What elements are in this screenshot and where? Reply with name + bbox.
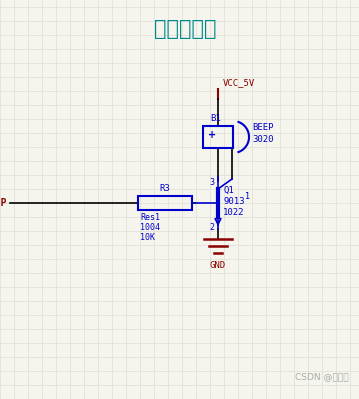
Text: GND: GND <box>210 261 226 270</box>
Text: B1: B1 <box>211 114 222 123</box>
Text: BEEP: BEEP <box>252 123 274 132</box>
Text: 1: 1 <box>244 192 250 201</box>
Bar <box>203 126 233 148</box>
Text: Q1: Q1 <box>223 186 234 195</box>
Text: 9013: 9013 <box>223 197 244 206</box>
Text: 2: 2 <box>209 223 214 232</box>
Text: 蜂鸣器模块: 蜂鸣器模块 <box>154 19 216 39</box>
Text: +: + <box>208 130 216 140</box>
Text: BEEP: BEEP <box>0 198 7 208</box>
Text: Res1: Res1 <box>140 213 160 222</box>
Text: 1004: 1004 <box>140 223 160 232</box>
Text: CSDN @化作尘: CSDN @化作尘 <box>295 372 349 381</box>
Text: 1022: 1022 <box>223 208 244 217</box>
Text: 10K: 10K <box>140 233 155 242</box>
Text: R3: R3 <box>160 184 171 193</box>
Text: 3: 3 <box>209 178 214 187</box>
Bar <box>138 196 192 210</box>
Text: 3020: 3020 <box>252 135 274 144</box>
Text: VCC_5V: VCC_5V <box>223 78 255 87</box>
